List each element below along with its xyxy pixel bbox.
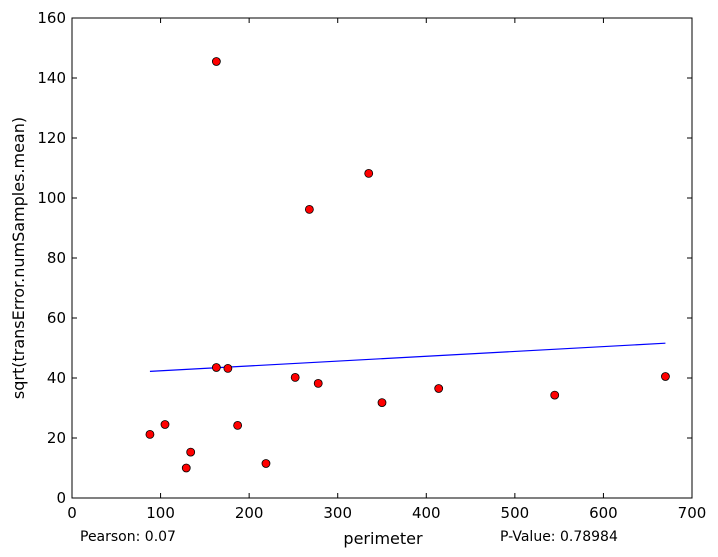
y-tick-label: 60 xyxy=(47,309,66,327)
x-tick-label: 400 xyxy=(412,504,441,522)
data-point-1 xyxy=(160,420,170,429)
y-axis-label: sqrt(transError.numSamples.mean) xyxy=(9,117,28,399)
data-point-15 xyxy=(550,390,560,400)
data-point-8 xyxy=(261,459,271,468)
data-point-7 xyxy=(233,420,243,430)
y-tick-label: 160 xyxy=(37,9,66,27)
data-point-6 xyxy=(223,363,233,373)
x-tick-label: 600 xyxy=(589,504,618,522)
x-axis-ticks: 0 100 200 300 400 500 600 700 xyxy=(67,18,706,522)
y-tick-label: 100 xyxy=(37,189,66,207)
data-point-3 xyxy=(186,447,196,457)
y-tick-label: 20 xyxy=(47,429,66,447)
x-tick-label: 200 xyxy=(235,504,264,522)
regression-line xyxy=(149,342,666,372)
y-tick-label: 0 xyxy=(56,489,66,507)
x-axis-label: perimeter xyxy=(343,529,423,548)
data-point-10 xyxy=(304,204,314,214)
data-point-0 xyxy=(145,429,155,439)
data-point-9 xyxy=(290,372,300,382)
x-tick-label: 0 xyxy=(67,504,77,522)
data-point-11 xyxy=(313,378,323,388)
y-tick-label: 80 xyxy=(47,249,66,267)
data-point-13 xyxy=(377,398,387,408)
y-tick-label: 120 xyxy=(37,129,66,147)
data-point-4 xyxy=(211,57,221,66)
y-axis-ticks: 0 20 40 60 80 100 120 140 160 xyxy=(37,9,692,507)
pearson-annotation: Pearson: 0.07 xyxy=(80,529,176,545)
data-point-16 xyxy=(661,372,670,381)
x-tick-label: 500 xyxy=(501,504,530,522)
y-tick-label: 140 xyxy=(37,69,66,87)
y-tick-label: 40 xyxy=(47,369,66,387)
pvalue-annotation: P-Value: 0.78984 xyxy=(500,529,618,545)
data-point-14 xyxy=(434,384,444,393)
data-point-12 xyxy=(364,168,374,178)
x-tick-label: 700 xyxy=(678,504,707,522)
x-tick-label: 100 xyxy=(146,504,175,522)
data-point-5 xyxy=(211,363,221,372)
data-point-2 xyxy=(181,463,191,473)
chart-marks xyxy=(145,57,670,473)
x-tick-label: 300 xyxy=(323,504,352,522)
